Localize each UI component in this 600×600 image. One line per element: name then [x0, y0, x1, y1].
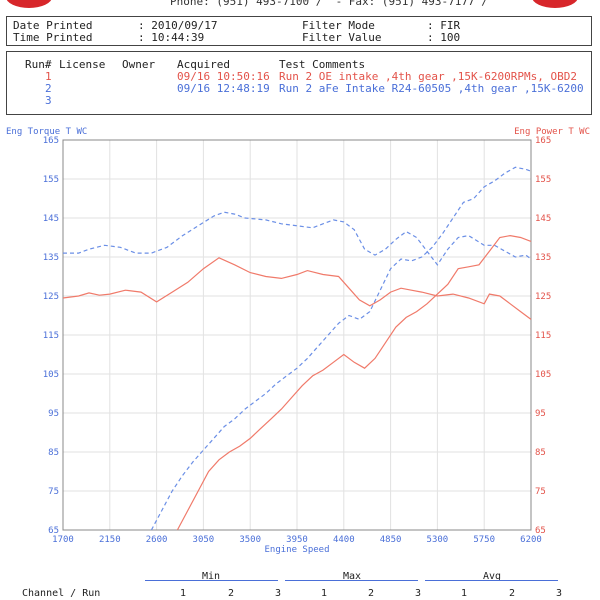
filter-value-label: Filter Value	[302, 31, 382, 44]
y-tick-label-right: 85	[535, 448, 546, 458]
stats-group-max: Max	[343, 571, 362, 582]
run-2-acquired: 09/16 12:48:19	[177, 82, 270, 95]
y-tick-label-left: 125	[43, 292, 59, 302]
stats-header: Min Max Avg Channel / Run 1 2 3 1 2 3 1 …	[0, 568, 600, 600]
brand-logo-right	[532, 0, 578, 8]
x-tick-label: 4400	[333, 535, 355, 545]
y-tick-label-right: 125	[535, 292, 551, 302]
y-tick-label-right: 165	[535, 136, 551, 146]
y-tick-label-left: 115	[43, 331, 59, 341]
y-tick-label-right: 75	[535, 487, 546, 497]
x-tick-label: 6200	[520, 535, 542, 545]
avg-run-2: 2	[509, 588, 516, 599]
max-run-1: 1	[321, 588, 328, 599]
max-run-3: 3	[415, 588, 422, 599]
filter-value-value: : 100	[427, 31, 461, 44]
time-printed-label: Time Printed	[13, 31, 93, 44]
min-run-3: 3	[275, 588, 282, 599]
x-tick-label: 4850	[380, 535, 402, 545]
letterhead-strip: Phone: (951) 493-7100 / - Fax: (951) 493…	[0, 0, 600, 12]
min-run-1: 1	[180, 588, 187, 599]
series-run2-power	[150, 166, 532, 531]
max-run-2: 2	[368, 588, 375, 599]
col-header-acquired: Acquired	[177, 58, 230, 71]
stats-underline-max	[285, 580, 418, 581]
run-2-comment: Run 2 aFe Intake R24-60505 ,4th gear ,15…	[279, 82, 584, 95]
y-tick-label-left: 165	[43, 136, 59, 146]
brand-logo-left	[6, 0, 52, 8]
x-tick-label: 3950	[286, 535, 308, 545]
y-tick-label-right: 65	[535, 526, 546, 536]
y-tick-label-left: 95	[48, 409, 59, 419]
run-1-number: 1	[45, 70, 52, 83]
y-tick-label-right: 115	[535, 331, 551, 341]
time-printed-value: : 10:44:39	[138, 31, 205, 44]
stats-group-min: Min	[202, 571, 221, 582]
y-tick-label-right: 105	[535, 370, 551, 380]
x-tick-label: 5300	[427, 535, 449, 545]
y-tick-label-right: 145	[535, 214, 551, 224]
y-tick-label-right: 95	[535, 409, 546, 419]
run-1-acquired: 09/16 10:50:16	[177, 70, 270, 83]
run-3-number: 3	[45, 94, 52, 107]
run-1-comment: Run 2 OE intake ,4th gear ,15K-6200RPMs,…	[279, 70, 578, 83]
series-layer	[62, 166, 532, 531]
series-run1-power	[176, 234, 532, 531]
filter-mode-value: : FIR	[427, 19, 461, 32]
contact-line: Phone: (951) 493-7100 / - Fax: (951) 493…	[170, 0, 488, 8]
grid	[62, 139, 532, 531]
x-tick-label: 5750	[473, 535, 495, 545]
y-tick-label-left: 105	[43, 370, 59, 380]
print-info-box: Date Printed : 2010/09/17 Time Printed :…	[6, 16, 592, 46]
x-tick-label: 1700	[52, 535, 74, 545]
y-tick-label-left: 145	[43, 214, 59, 224]
run-2-number: 2	[45, 82, 52, 95]
col-header-comments: Test Comments	[279, 58, 366, 71]
x-tick-label: 3050	[193, 535, 215, 545]
left-axis-title: Eng Torque T WC	[6, 127, 87, 137]
run-table-box: Run# License Owner Acquired Test Comment…	[6, 51, 592, 115]
stats-underline-avg	[425, 580, 558, 581]
date-printed-value: : 2010/09/17	[138, 19, 218, 32]
y-tick-label-left: 155	[43, 175, 59, 185]
filter-mode-label: Filter Mode	[302, 19, 375, 32]
y-tick-label-left: 75	[48, 487, 59, 497]
y-tick-label-right: 155	[535, 175, 551, 185]
min-run-2: 2	[228, 588, 235, 599]
plot-frame	[62, 139, 532, 531]
col-header-license: License	[59, 58, 106, 71]
x-tick-label: 2150	[99, 535, 121, 545]
avg-run-1: 1	[461, 588, 468, 599]
channel-run-label: Channel / Run	[22, 588, 101, 599]
col-header-run: Run#	[25, 58, 52, 71]
y-tick-label-left: 135	[43, 253, 59, 263]
series-run1-torque	[62, 257, 532, 320]
x-tick-label: 2600	[146, 535, 168, 545]
col-header-owner: Owner	[122, 58, 156, 71]
stats-group-avg: Avg	[483, 571, 502, 582]
x-tick-label: 3500	[239, 535, 261, 545]
y-tick-label-right: 135	[535, 253, 551, 263]
stats-underline-min	[145, 580, 278, 581]
series-run2-torque	[63, 211, 532, 266]
right-axis-title: Eng Power T WC	[514, 127, 590, 137]
date-printed-label: Date Printed	[13, 19, 93, 32]
y-tick-label-left: 85	[48, 448, 59, 458]
dyno-chart: 1700 2150 2600 3050 3500 3950 4400 4850 5300 5750…	[6, 127, 590, 555]
tick-labels: 1700 2150 2600 3050 3500 3950 4400 4850 5300 5750…	[43, 136, 552, 545]
y-tick-label-left: 65	[48, 526, 59, 536]
x-axis-title: Engine Speed	[264, 545, 329, 555]
avg-run-3: 3	[556, 588, 563, 599]
